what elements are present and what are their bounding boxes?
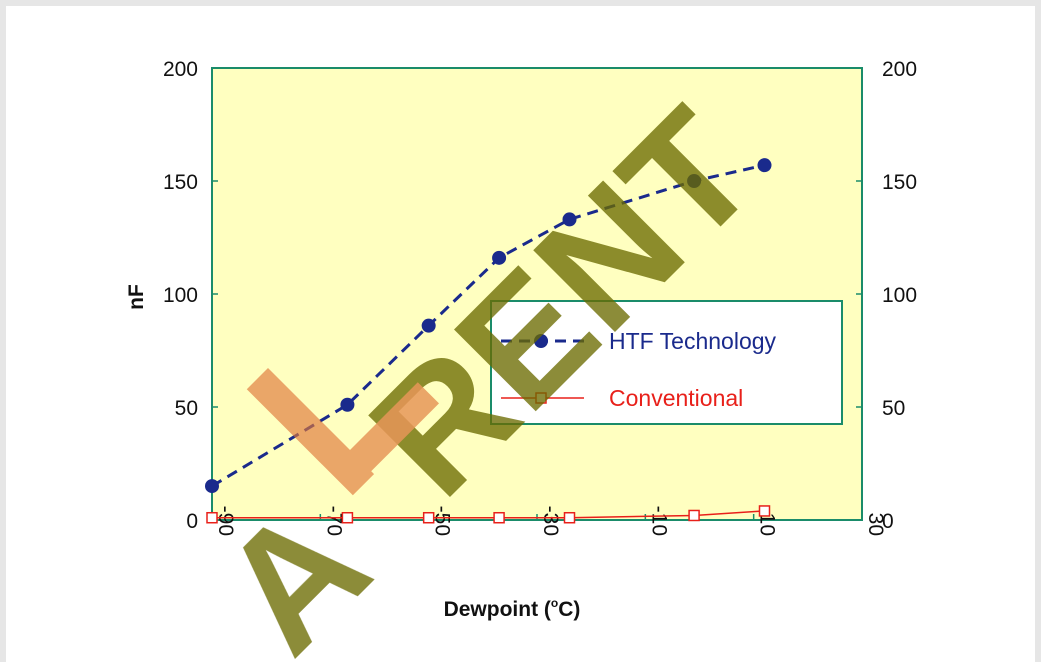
- series-layer: [205, 158, 772, 524]
- legend-htf-marker: [534, 334, 548, 348]
- htf-technology-point: [687, 174, 702, 188]
- x-tick-label: -10: [647, 506, 670, 536]
- y-tick-label-left: 100: [163, 284, 198, 307]
- y-tick-label-right: 0: [882, 510, 894, 533]
- legend-conventional-marker: [535, 392, 547, 404]
- y-tick-label-right: 150: [882, 171, 917, 194]
- x-tick-label: -50: [431, 506, 454, 536]
- x-tick-label: -30: [539, 506, 562, 536]
- htf-technology-point: [340, 397, 355, 412]
- legend: HTF Technology Conventional: [490, 300, 843, 425]
- x-axis-title-degree: o: [551, 596, 558, 610]
- htf-technology-point: [205, 479, 219, 494]
- x-axis: -90 -70 -50 -30 -10 10 30: [211, 506, 887, 536]
- legend-conventional-label: Conventional: [609, 385, 743, 411]
- x-axis-title-unit: C): [558, 598, 580, 621]
- conventional-point: [493, 511, 505, 524]
- htf-technology-point: [421, 318, 436, 333]
- conventional-point: [206, 511, 218, 524]
- x-tick-label: -70: [322, 506, 345, 536]
- y-tick-label-right: 200: [882, 58, 917, 81]
- y-tick-label-right: 50: [882, 397, 905, 420]
- y-tick-label-left: 150: [163, 171, 198, 194]
- watermark-dash-icon: [246, 368, 439, 496]
- y-tick-label-left: 0: [186, 510, 198, 533]
- y-tick-label-left: 50: [175, 397, 198, 420]
- conventional-point: [563, 511, 576, 524]
- legend-box: [490, 300, 843, 425]
- conventional-point: [341, 511, 354, 524]
- x-axis-title: Dewpoint (oC): [444, 596, 581, 621]
- conventional-point: [422, 511, 435, 524]
- x-tick-label: 10: [756, 513, 779, 536]
- htf-technology-point: [492, 250, 507, 265]
- y-axis-left: 0 50 100 150 200: [163, 58, 218, 533]
- x-axis-title-main: Dewpoint (: [444, 598, 551, 621]
- conventional-point: [688, 509, 700, 522]
- htf-technology-point: [562, 212, 577, 227]
- y-axis-right: 0 50 100 150 200: [856, 58, 917, 533]
- conventional-point: [758, 505, 771, 517]
- y-tick-label-right: 100: [882, 284, 917, 307]
- y-tick-label-left: 200: [163, 58, 198, 81]
- x-tick-label: 30: [864, 513, 887, 536]
- legend-htf-label: HTF Technology: [609, 328, 777, 354]
- y-axis-title: nF: [125, 284, 148, 310]
- htf-technology-point: [757, 158, 772, 173]
- x-tick-label: -90: [214, 506, 237, 536]
